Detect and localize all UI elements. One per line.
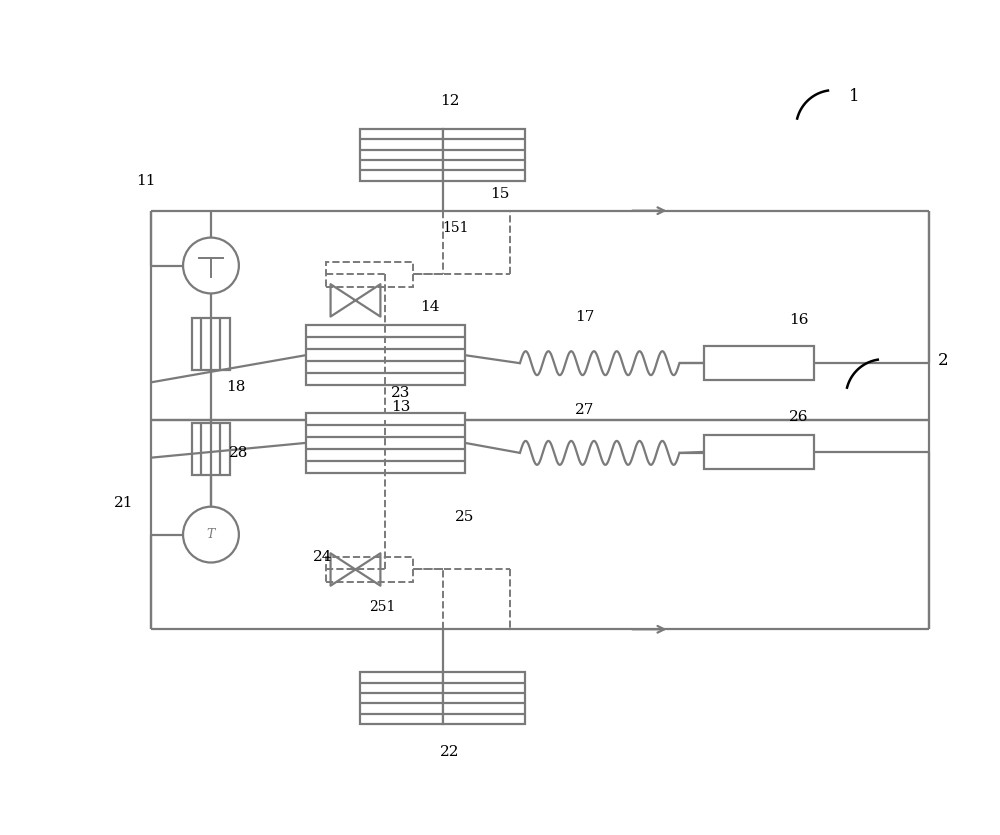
Text: 2: 2 xyxy=(938,352,949,369)
Text: 25: 25 xyxy=(455,509,475,524)
Text: 17: 17 xyxy=(575,311,594,324)
Bar xyxy=(360,129,443,181)
Text: 151: 151 xyxy=(442,220,468,235)
Text: 14: 14 xyxy=(420,301,440,314)
Circle shape xyxy=(183,238,239,293)
Text: 23: 23 xyxy=(391,386,410,400)
Text: 24: 24 xyxy=(313,549,332,564)
Text: T: T xyxy=(207,528,215,541)
Text: 251: 251 xyxy=(369,600,396,615)
Text: 22: 22 xyxy=(440,745,460,759)
Bar xyxy=(306,326,465,385)
Text: 15: 15 xyxy=(490,187,510,200)
Circle shape xyxy=(183,507,239,563)
Bar xyxy=(443,672,525,724)
Bar xyxy=(306,413,465,473)
Text: 18: 18 xyxy=(226,380,246,394)
Text: 16: 16 xyxy=(789,313,809,327)
Text: 26: 26 xyxy=(789,410,809,424)
Bar xyxy=(192,318,230,370)
Text: 21: 21 xyxy=(114,496,133,509)
Text: 28: 28 xyxy=(229,446,249,460)
Text: 27: 27 xyxy=(575,403,594,417)
Bar xyxy=(326,261,413,287)
Bar xyxy=(192,423,230,475)
Bar xyxy=(360,672,443,724)
Text: 1: 1 xyxy=(849,88,859,104)
Text: 11: 11 xyxy=(136,174,156,188)
Bar xyxy=(704,347,814,380)
Text: 12: 12 xyxy=(440,94,460,108)
Bar xyxy=(704,435,814,468)
Bar xyxy=(326,557,413,583)
Bar xyxy=(443,129,525,181)
Text: 13: 13 xyxy=(391,400,410,414)
